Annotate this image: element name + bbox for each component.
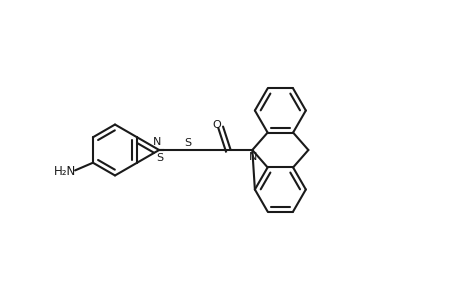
Text: S: S [156, 153, 163, 163]
Text: S: S [184, 138, 191, 148]
Text: H₂N: H₂N [54, 165, 76, 178]
Text: O: O [212, 120, 221, 130]
Text: N: N [248, 152, 256, 162]
Text: N: N [153, 137, 161, 147]
